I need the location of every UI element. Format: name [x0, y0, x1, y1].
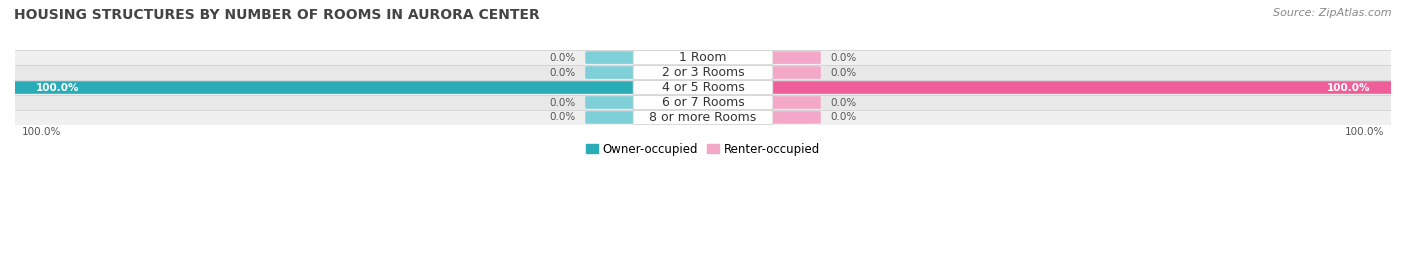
FancyBboxPatch shape — [585, 111, 636, 124]
Text: 1 Room: 1 Room — [679, 51, 727, 64]
Text: 2 or 3 Rooms: 2 or 3 Rooms — [662, 66, 744, 79]
FancyBboxPatch shape — [770, 111, 821, 124]
Bar — [15, 80, 1391, 95]
FancyBboxPatch shape — [633, 65, 773, 80]
FancyBboxPatch shape — [585, 96, 636, 109]
Text: 0.0%: 0.0% — [550, 97, 575, 107]
Text: 100.0%: 100.0% — [1327, 83, 1371, 93]
FancyBboxPatch shape — [585, 51, 636, 64]
Bar — [15, 50, 1391, 65]
FancyBboxPatch shape — [770, 96, 821, 109]
Text: 0.0%: 0.0% — [831, 68, 856, 77]
FancyBboxPatch shape — [633, 50, 773, 65]
Legend: Owner-occupied, Renter-occupied: Owner-occupied, Renter-occupied — [581, 138, 825, 160]
FancyBboxPatch shape — [14, 81, 704, 94]
FancyBboxPatch shape — [633, 110, 773, 125]
FancyBboxPatch shape — [770, 66, 821, 79]
Text: 100.0%: 100.0% — [22, 127, 62, 137]
Text: 100.0%: 100.0% — [35, 83, 79, 93]
FancyBboxPatch shape — [585, 66, 636, 79]
FancyBboxPatch shape — [633, 80, 773, 95]
Bar — [15, 95, 1391, 110]
FancyBboxPatch shape — [770, 51, 821, 64]
FancyBboxPatch shape — [702, 81, 1392, 94]
Text: 0.0%: 0.0% — [550, 68, 575, 77]
Text: 0.0%: 0.0% — [831, 97, 856, 107]
Bar — [15, 110, 1391, 125]
Text: 0.0%: 0.0% — [831, 113, 856, 123]
Text: 0.0%: 0.0% — [550, 113, 575, 123]
Text: 0.0%: 0.0% — [831, 53, 856, 63]
Text: 100.0%: 100.0% — [1344, 127, 1384, 137]
Text: Source: ZipAtlas.com: Source: ZipAtlas.com — [1274, 8, 1392, 18]
Bar — [15, 65, 1391, 80]
Text: HOUSING STRUCTURES BY NUMBER OF ROOMS IN AURORA CENTER: HOUSING STRUCTURES BY NUMBER OF ROOMS IN… — [14, 8, 540, 22]
Text: 6 or 7 Rooms: 6 or 7 Rooms — [662, 96, 744, 109]
FancyBboxPatch shape — [633, 95, 773, 110]
Text: 8 or more Rooms: 8 or more Rooms — [650, 111, 756, 124]
Text: 0.0%: 0.0% — [550, 53, 575, 63]
Text: 4 or 5 Rooms: 4 or 5 Rooms — [662, 81, 744, 94]
